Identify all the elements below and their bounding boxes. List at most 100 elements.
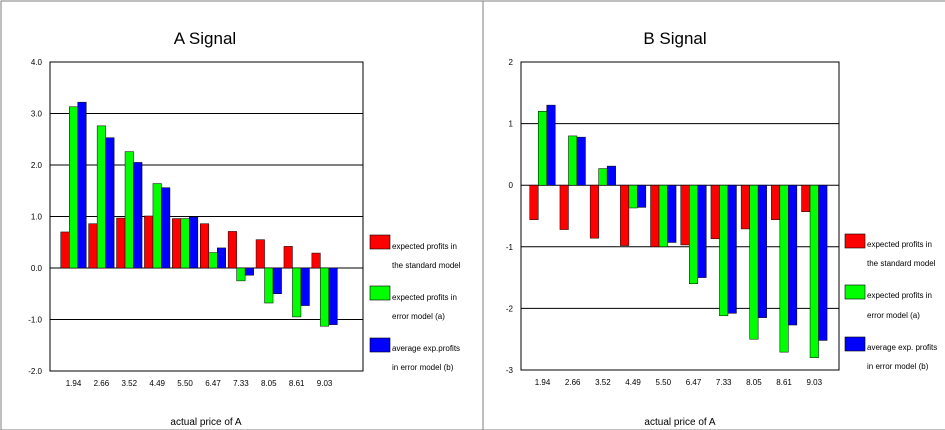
legend-a-swatch-error-b [369,337,391,353]
chart-b-x-axis-label: actual price of A [644,417,715,428]
chart-b-bar-standard [620,184,630,246]
legend-a-error-b-line1: average exp.profits [392,344,460,353]
chart-b-bar-standard [529,184,539,220]
chart-a-bar-error-b [272,267,282,294]
chart-a-y-tick-label: 1.0 [31,213,43,222]
chart-b-y-tick-label: 1 [509,120,514,129]
chart-a-bar-standard [311,252,321,269]
legend-b-error-b-line2: in error model (b) [867,362,929,371]
legend-a-error-b-line2: in error model (b) [392,363,454,372]
chart-a-bar-error-a [69,106,78,269]
chart-b-y-tick-label: -1 [506,243,514,252]
chart-a-x-tick-label: 1.94 [66,379,82,388]
chart-a-y-tick-label: 0.0 [31,264,43,273]
chart-a-bar-error-a [180,218,190,269]
legend-b-swatch-standard [844,233,866,249]
chart-b-y-tick-label: -3 [506,366,514,375]
chart-b-bar-standard [801,184,811,212]
chart-a-title: A Signal [174,29,236,48]
chart-a-bar-standard [227,231,237,269]
chart-b-bar-error-b [606,165,616,186]
chart-b-bar-standard [650,184,660,248]
chart-b-x-tick-label: 9.03 [807,378,823,387]
chart-a-bar-error-a [96,125,106,269]
chart-b-x-tick-label: 3.52 [595,378,611,387]
chart-b-bar-error-b [637,184,647,208]
chart-b-bar-error-a [628,184,638,209]
chart-b-bar-error-a [719,184,729,317]
chart-a-legend: expected profits in the standard model e… [369,234,461,372]
legend-b-error-a-line2: error model (a) [867,311,920,320]
chart-a-x-tick-label: 3.52 [122,379,138,388]
chart-a-bar-error-b [189,216,199,269]
chart-a-bar-error-a [320,267,330,327]
chart-a-bar-standard [116,217,126,269]
chart-b-y-tick-label: 2 [509,58,514,67]
legend-b-swatch-error-a [844,284,866,300]
chart-b: B Signal 2 1 0 -1 -2 -3 1.94 2.66 3.52 4.49 5.50 6… [506,29,937,428]
chart-b-bar-error-a [538,111,547,186]
chart-b-bar-error-a [568,135,578,186]
legend-a-error-a-line1: expected profits in [392,293,457,302]
chart-b-bar-error-a [749,184,759,340]
chart-b-x-tick-label: 7.33 [716,378,732,387]
chart-a-bar-error-a [208,252,218,269]
chart-b-bar-standard [740,184,750,230]
chart-b-x-tick-label: 1.94 [535,378,551,387]
chart-a-bar-standard [60,231,70,269]
chart-a-x-tick-label: 8.05 [261,379,277,388]
chart-b-bar-standard [771,184,781,220]
chart-b-x-tick-label: 5.50 [656,378,672,387]
chart-a-bar-error-b [77,101,87,269]
chart-a-bar-error-b [161,187,171,269]
chart-a-x-axis-label: actual price of A [170,417,241,428]
legend-b-error-b-line1: average exp. profits [867,343,937,352]
chart-b-bar-error-b [546,104,556,186]
chart-b-y-tick-label: -2 [506,304,514,313]
chart-a-x-tick-label: 4.49 [149,379,165,388]
chart-a-bar-standard [88,223,98,269]
chart-a-x-tick-label: 7.33 [233,379,249,388]
chart-a-y-tick-label: -1.0 [28,316,42,325]
chart-a-bar-error-a [152,183,162,269]
chart-b-bar-error-a [598,168,608,186]
chart-a-bar-standard [144,215,154,269]
chart-b-x-tick-label: 2.66 [565,378,581,387]
chart-a-bar-error-a [236,267,246,282]
chart-b-x-tick-label: 6.47 [686,378,702,387]
chart-b-x-tick-label: 4.49 [625,378,641,387]
chart-b-bar-error-b [757,184,767,318]
chart-a-y-tick-label: 3.0 [31,110,43,119]
chart-a-bar-error-b [133,162,143,269]
chart-a-bar-error-a [292,267,302,318]
chart-b-legend: expected profits in the standard model e… [844,233,937,371]
chart-b-x-tick-label: 8.05 [746,378,762,387]
chart-b-title: B Signal [643,29,706,48]
chart-b-bar-standard [559,184,569,230]
chart-a-bar-error-b [328,267,338,325]
chart-a-bar-error-a [124,151,134,269]
chart-a-y-tick-label: 2.0 [31,161,43,170]
chart-b-bar-error-a [779,184,789,353]
chart-a-x-tick-label: 9.03 [317,379,333,388]
chart-b-x-tick-label: 8.61 [776,378,792,387]
legend-a-standard-line1: expected profits in [392,242,457,251]
chart-a-bar-error-b [244,267,254,276]
chart-b-bar-error-a [658,184,668,248]
chart-b-bar-error-b [576,136,586,186]
legend-b-standard-line1: expected profits in [867,240,932,249]
chart-a-y-tick-label: 4.0 [31,58,43,67]
legend-a-swatch-standard [369,234,391,250]
chart-a-bar-standard [172,218,182,269]
chart-b-bar-error-b [667,184,677,243]
chart-a-x-tick-label: 5.50 [177,379,193,388]
chart-a-x-tick-label: 6.47 [205,379,221,388]
chart-b-bar-error-a [689,184,698,285]
legend-b-swatch-error-b [844,336,866,352]
legend-b-error-a-line1: expected profits in [867,291,932,300]
legend-a-error-a-line2: error model (a) [392,312,445,321]
chart-a-bar-error-b [217,247,226,269]
chart-b-y-tick-label: 0 [509,181,514,190]
chart-a-y-tick-label: -2.0 [28,367,42,376]
